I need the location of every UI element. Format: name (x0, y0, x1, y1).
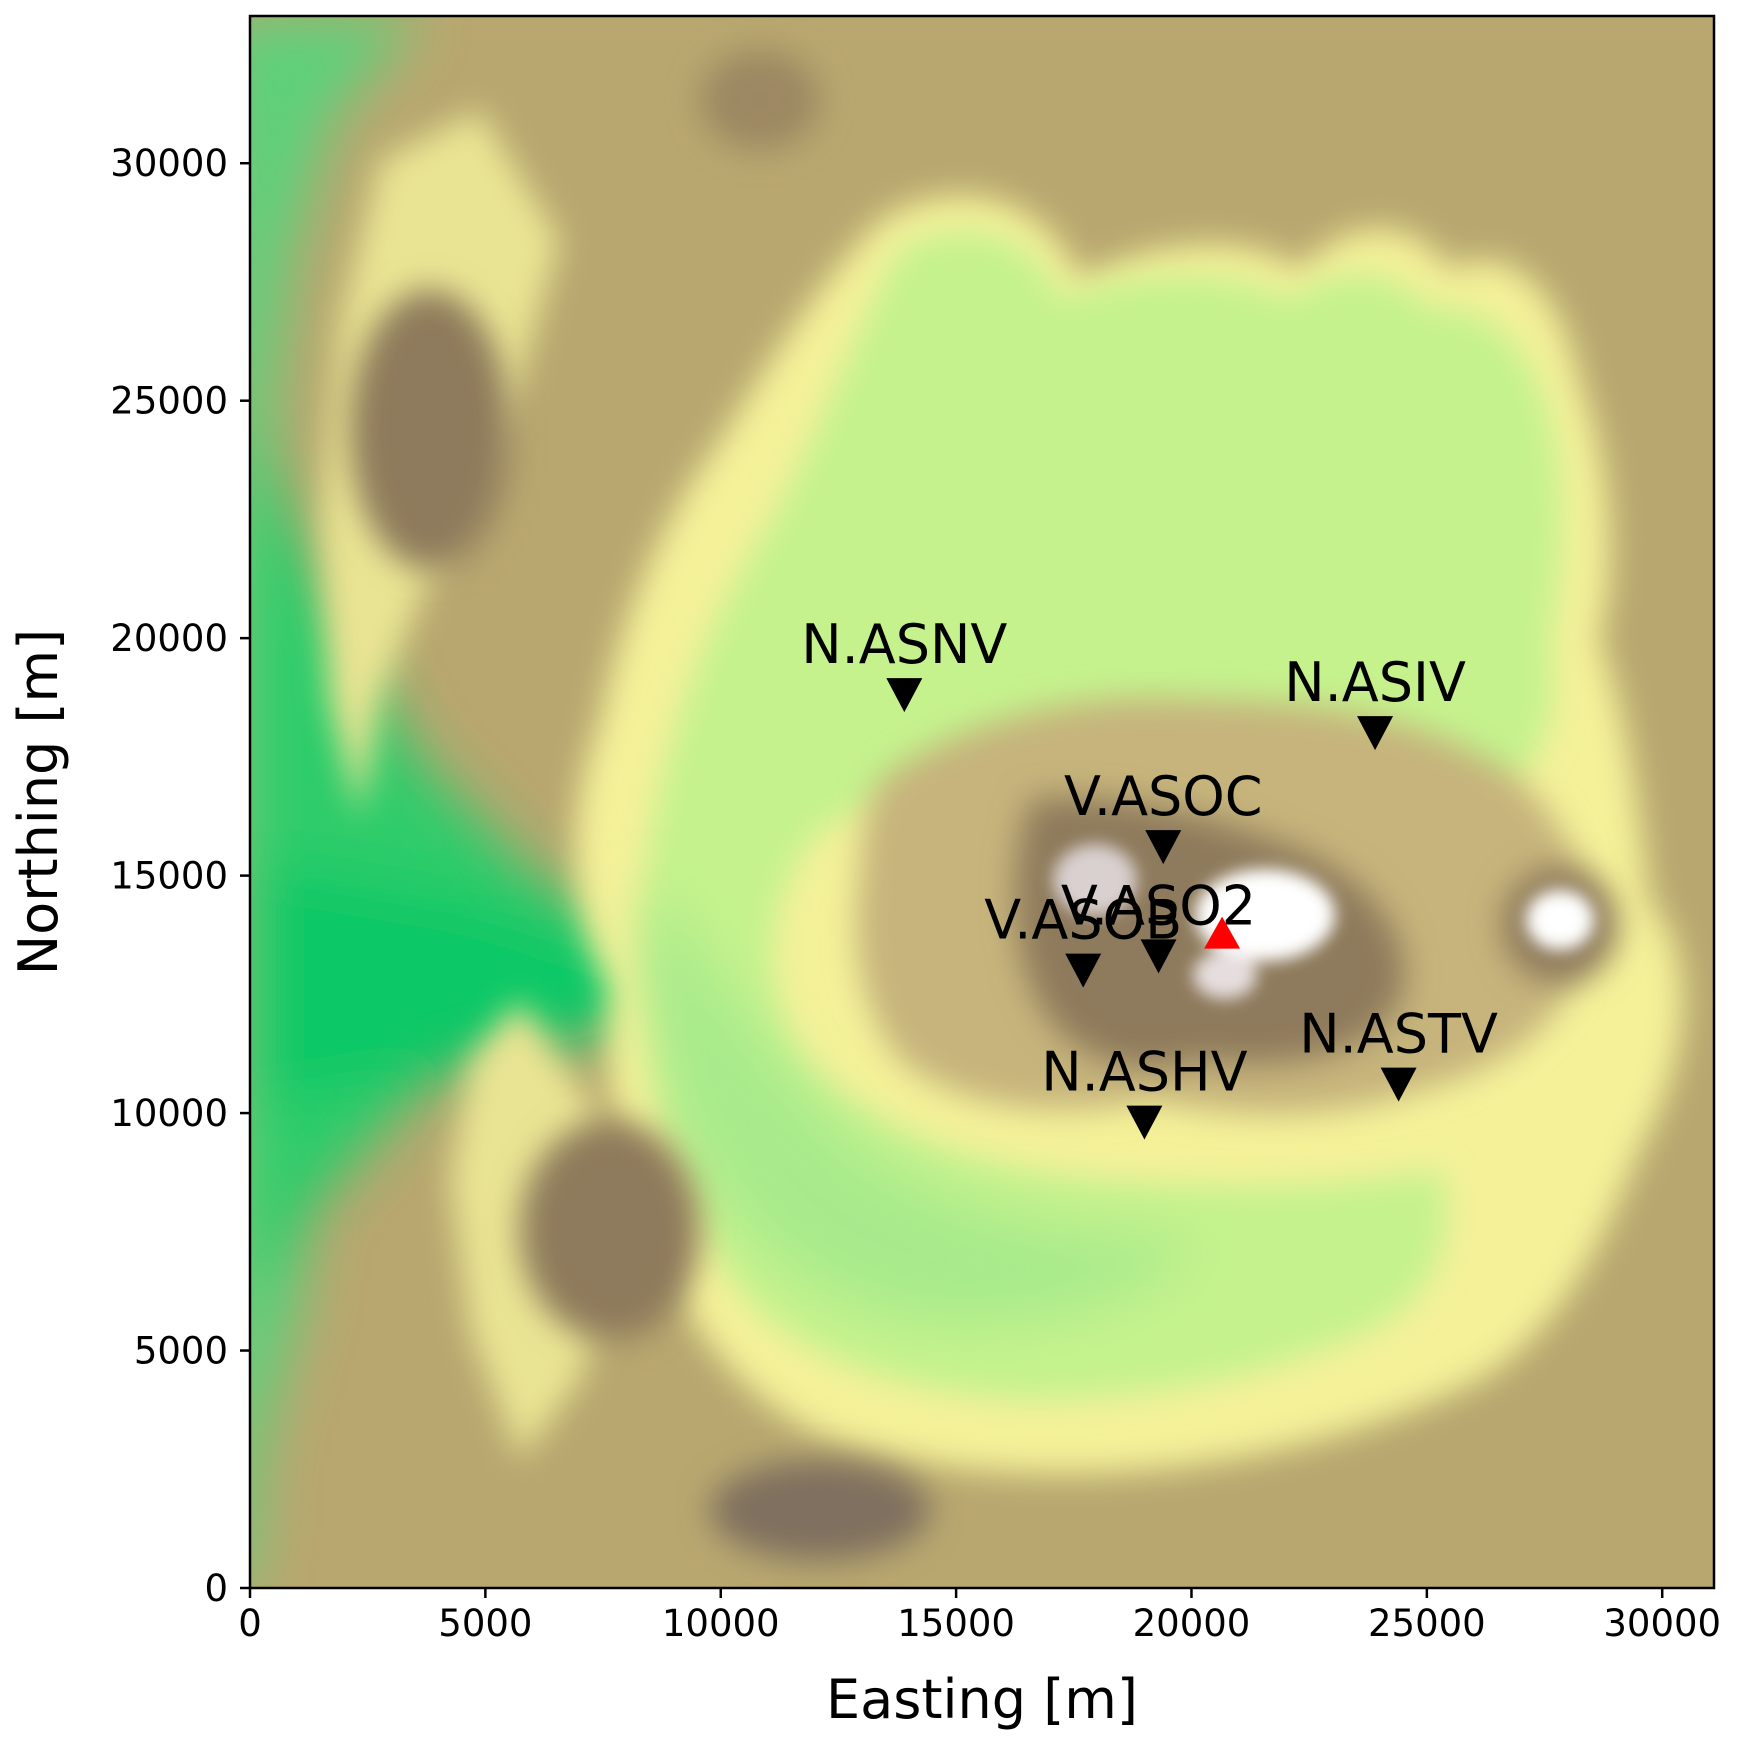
y-axis-title: Northing [m] (7, 629, 70, 975)
y-tick-label: 5000 (134, 1330, 228, 1373)
x-tick-label: 20000 (1133, 1602, 1251, 1645)
y-tick-label: 20000 (110, 617, 228, 660)
x-tick-label: 0 (238, 1602, 262, 1645)
x-tick-label: 10000 (662, 1602, 780, 1645)
station-layer: N.ASNVN.ASIVV.ASOCV.ASOBV.ASO2N.ASHVN.AS… (801, 613, 1498, 1140)
x-axis-title: Easting [m] (826, 1668, 1138, 1731)
x-tick-label: 15000 (897, 1602, 1015, 1645)
station-marker (1126, 1105, 1163, 1140)
x-tick-label: 25000 (1368, 1602, 1486, 1645)
station-label: V.ASOC (1064, 765, 1263, 828)
station-label: N.ASHV (1041, 1041, 1247, 1104)
station-label: N.ASTV (1299, 1003, 1498, 1066)
plot-frame (248, 14, 1716, 1590)
station-marker (1357, 716, 1394, 751)
y-tick-label: 30000 (110, 142, 228, 185)
crater-marker (1204, 916, 1241, 949)
station-marker (886, 678, 923, 713)
station-marker (1140, 939, 1177, 974)
station-label: N.ASIV (1284, 651, 1466, 714)
x-tick-label: 30000 (1603, 1602, 1721, 1645)
y-tick-label: 25000 (110, 380, 228, 423)
y-tick-label: 15000 (110, 855, 228, 898)
station-marker (1145, 830, 1182, 865)
station-marker (1065, 953, 1102, 988)
x-tick-label: 5000 (438, 1602, 532, 1645)
x-axis-ticks: 0 5000 10000 15000 20000 25000 30000 (238, 1588, 1721, 1645)
y-axis-ticks: 0 5000 10000 15000 20000 25000 30000 (110, 142, 250, 1610)
station-marker (1380, 1067, 1417, 1102)
y-tick-label: 0 (204, 1567, 228, 1610)
y-tick-label: 10000 (110, 1092, 228, 1135)
station-label: N.ASNV (801, 613, 1007, 676)
terrain-map (250, 16, 1714, 1588)
